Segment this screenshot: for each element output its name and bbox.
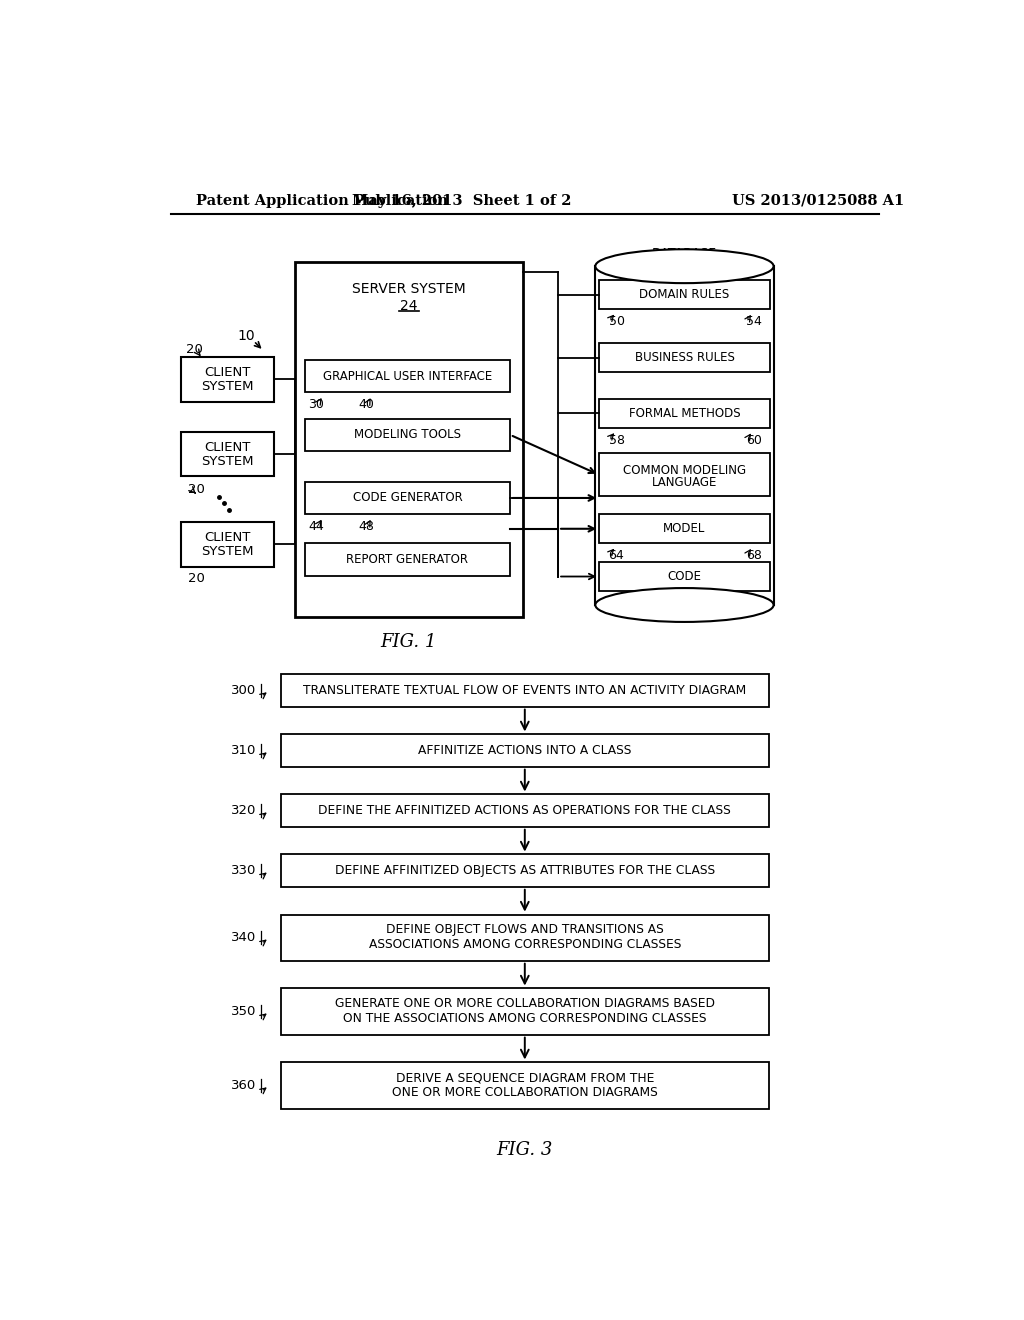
Text: CLIENT: CLIENT	[204, 531, 251, 544]
Bar	[305, 418, 510, 451]
Bar	[281, 734, 769, 767]
Text: COMMON MODELING: COMMON MODELING	[623, 463, 746, 477]
Bar	[305, 482, 510, 515]
Bar	[305, 544, 510, 576]
Text: 310: 310	[230, 744, 256, 758]
Bar	[281, 1063, 769, 1109]
Bar	[180, 358, 273, 401]
Text: CLIENT: CLIENT	[204, 441, 251, 454]
Text: MODEL: MODEL	[664, 523, 706, 536]
Bar	[305, 360, 510, 392]
Bar	[599, 399, 770, 428]
Text: DOMAIN RULES: DOMAIN RULES	[639, 288, 729, 301]
Text: US 2013/0125088 A1: US 2013/0125088 A1	[732, 194, 905, 207]
Text: DEFINE THE AFFINITIZED ACTIONS AS OPERATIONS FOR THE CLASS: DEFINE THE AFFINITIZED ACTIONS AS OPERAT…	[318, 804, 731, 817]
Text: 350: 350	[230, 1005, 256, 1018]
Text: 58: 58	[608, 434, 625, 446]
Bar	[599, 562, 770, 591]
Text: 20: 20	[188, 572, 206, 585]
Text: FIG. 1: FIG. 1	[380, 634, 437, 651]
Text: 44: 44	[308, 520, 325, 533]
Text: BUSINESS RULES: BUSINESS RULES	[635, 351, 734, 364]
Text: 20: 20	[188, 483, 206, 496]
Text: 30: 30	[308, 399, 325, 412]
Text: SYSTEM: SYSTEM	[201, 545, 254, 557]
Text: 50: 50	[608, 315, 625, 329]
Text: DEFINE OBJECT FLOWS AND TRANSITIONS AS: DEFINE OBJECT FLOWS AND TRANSITIONS AS	[386, 924, 664, 936]
Text: Patent Application Publication: Patent Application Publication	[197, 194, 449, 207]
Bar	[180, 521, 273, 566]
Text: ON THE ASSOCIATIONS AMONG CORRESPONDING CLASSES: ON THE ASSOCIATIONS AMONG CORRESPONDING …	[343, 1012, 707, 1026]
Text: 320: 320	[230, 804, 256, 817]
Bar	[281, 989, 769, 1035]
Text: 10: 10	[237, 329, 255, 342]
Text: 330: 330	[230, 865, 256, 878]
Text: CLIENT: CLIENT	[204, 366, 251, 379]
Bar	[281, 675, 769, 706]
Text: 20: 20	[186, 343, 203, 356]
Text: SYSTEM: SYSTEM	[201, 380, 254, 393]
Text: AFFINITIZE ACTIONS INTO A CLASS: AFFINITIZE ACTIONS INTO A CLASS	[418, 744, 632, 758]
Text: 28: 28	[726, 606, 742, 619]
Text: CODE GENERATOR: CODE GENERATOR	[352, 491, 462, 504]
Bar	[180, 432, 273, 477]
Text: 48: 48	[358, 520, 375, 533]
Bar	[295, 263, 523, 616]
Text: May 16, 2013  Sheet 1 of 2: May 16, 2013 Sheet 1 of 2	[351, 194, 571, 207]
Text: CODE: CODE	[668, 570, 701, 583]
Text: 24: 24	[400, 300, 418, 313]
Text: 60: 60	[746, 434, 762, 446]
Text: DEFINE AFFINITIZED OBJECTS AS ATTRIBUTES FOR THE CLASS: DEFINE AFFINITIZED OBJECTS AS ATTRIBUTES…	[335, 865, 715, 878]
Text: FORMAL METHODS: FORMAL METHODS	[629, 407, 740, 420]
Text: 54: 54	[746, 315, 762, 329]
Bar	[281, 854, 769, 887]
Text: REPORT GENERATOR: REPORT GENERATOR	[346, 553, 468, 566]
Text: ONE OR MORE COLLABORATION DIAGRAMS: ONE OR MORE COLLABORATION DIAGRAMS	[392, 1086, 657, 1100]
Bar	[599, 515, 770, 544]
Bar	[281, 795, 769, 826]
Ellipse shape	[595, 249, 773, 284]
Text: 40: 40	[358, 399, 375, 412]
Ellipse shape	[595, 589, 773, 622]
Text: 360: 360	[230, 1078, 256, 1092]
Text: 340: 340	[230, 931, 256, 944]
Bar	[599, 280, 770, 309]
Text: DATABASE: DATABASE	[652, 247, 717, 260]
Text: TRANSLITERATE TEXTUAL FLOW OF EVENTS INTO AN ACTIVITY DIAGRAM: TRANSLITERATE TEXTUAL FLOW OF EVENTS INT…	[303, 684, 746, 697]
Bar	[281, 915, 769, 961]
Text: SYSTEM: SYSTEM	[201, 454, 254, 467]
Text: FIG. 3: FIG. 3	[497, 1142, 553, 1159]
Text: GRAPHICAL USER INTERFACE: GRAPHICAL USER INTERFACE	[323, 370, 492, 383]
Text: 68: 68	[746, 549, 762, 562]
Bar	[599, 453, 770, 496]
Bar	[599, 343, 770, 372]
Text: MODELING TOOLS: MODELING TOOLS	[354, 428, 461, 441]
Text: 64: 64	[608, 549, 625, 562]
Text: 300: 300	[230, 684, 256, 697]
Text: LANGUAGE: LANGUAGE	[651, 477, 717, 490]
Text: DERIVE A SEQUENCE DIAGRAM FROM THE: DERIVE A SEQUENCE DIAGRAM FROM THE	[395, 1072, 654, 1084]
Text: ASSOCIATIONS AMONG CORRESPONDING CLASSES: ASSOCIATIONS AMONG CORRESPONDING CLASSES	[369, 939, 681, 952]
Text: GENERATE ONE OR MORE COLLABORATION DIAGRAMS BASED: GENERATE ONE OR MORE COLLABORATION DIAGR…	[335, 998, 715, 1010]
Text: SERVER SYSTEM: SERVER SYSTEM	[352, 282, 466, 296]
